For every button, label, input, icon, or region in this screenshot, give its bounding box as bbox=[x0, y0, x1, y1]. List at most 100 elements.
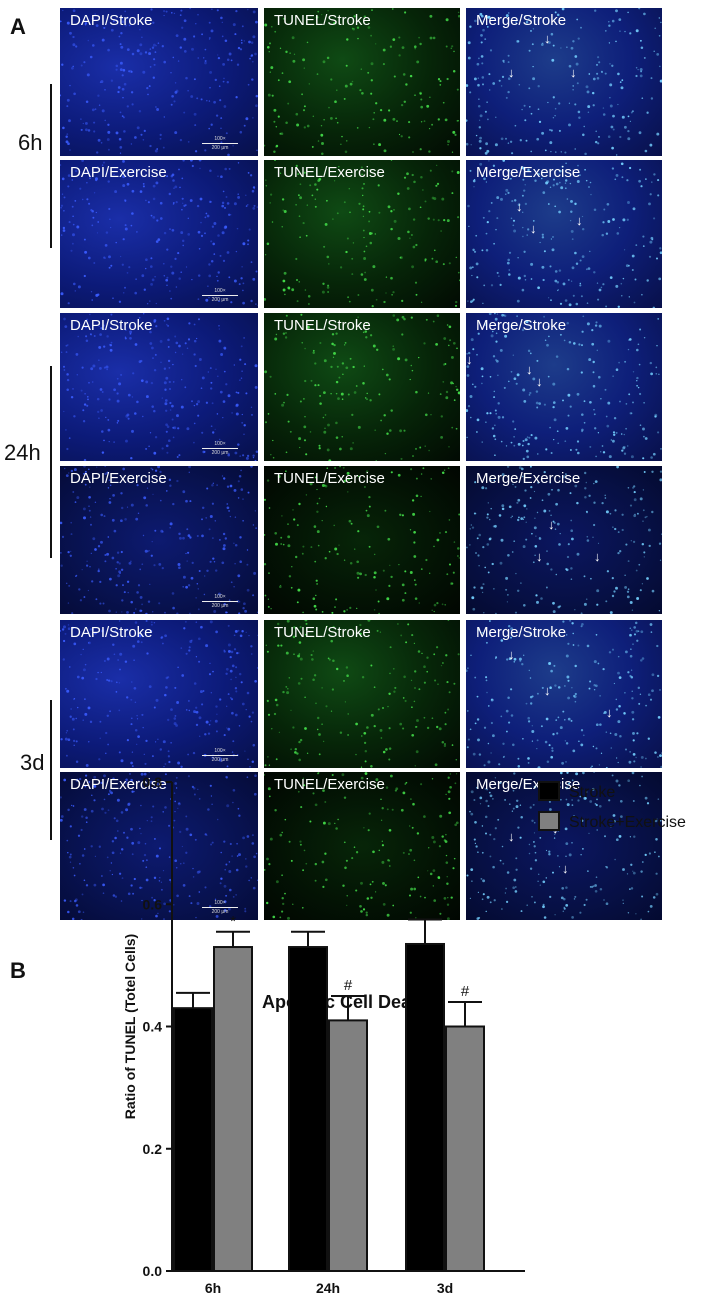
x-tick-label: 6h bbox=[205, 1280, 221, 1296]
scale-bar-line bbox=[202, 143, 238, 144]
legend-label: Stroke bbox=[569, 784, 615, 801]
scale-bar: 100× 200 μm bbox=[202, 136, 238, 151]
arrow-icon: ↓ bbox=[544, 31, 551, 46]
micrograph-merge: Merge/Stroke ↓ ↓ ↓ bbox=[466, 620, 662, 768]
timepoint-bracket bbox=[50, 700, 52, 840]
bar-stroke bbox=[173, 1007, 213, 1272]
micrograph-label: TUNEL/Exercise bbox=[274, 470, 385, 487]
y-axis-label: Ratio of TUNEL (Totel Cells) bbox=[122, 934, 138, 1119]
panel-a-letter: A bbox=[10, 14, 26, 39]
cell-dots bbox=[60, 466, 258, 614]
timepoint-bracket bbox=[50, 366, 52, 558]
y-tick-label: 0.8 bbox=[143, 774, 163, 790]
micrograph-label: DAPI/Stroke bbox=[70, 317, 153, 334]
scale-bar-line bbox=[202, 448, 238, 449]
micrograph-label: Merge/Exercise bbox=[476, 470, 581, 487]
arrow-icon: ↓ bbox=[544, 683, 551, 698]
scale-bar: 100× 200 μm bbox=[202, 900, 238, 915]
y-tick-label: 0.2 bbox=[143, 1141, 163, 1157]
x-tick-label: 3d bbox=[437, 1280, 453, 1296]
cell-dots bbox=[466, 466, 662, 614]
arrow-icon: ↓ bbox=[530, 221, 537, 236]
cell-dots bbox=[264, 8, 460, 155]
arrow-icon: ↓ bbox=[570, 65, 577, 80]
micrograph-merge: Merge/Stroke ↓ ↓ ↓ bbox=[466, 313, 662, 461]
arrow-icon: ↓ bbox=[516, 199, 523, 214]
arrow-icon: ↓ bbox=[466, 352, 473, 367]
cell-dots bbox=[60, 620, 258, 768]
micrograph-dapi: DAPI/Exercise 100× 200 μm bbox=[60, 466, 258, 614]
bar-stroke bbox=[288, 946, 328, 1272]
scale-bar: 100× 200 μm bbox=[202, 441, 238, 456]
scale-bar: 100× 200 μm bbox=[202, 288, 238, 303]
micrograph-label: DAPI/Exercise bbox=[70, 164, 167, 181]
bar-stroke-exercise bbox=[445, 1025, 485, 1272]
micrograph-label: TUNEL/Stroke bbox=[274, 317, 371, 334]
scale-bar-length: 200 μm bbox=[211, 297, 229, 303]
micrograph-tunel: TUNEL/Stroke bbox=[264, 620, 460, 768]
micrograph-merge: Merge/Exercise↓↓↓ bbox=[466, 772, 662, 920]
micrograph-dapi: DAPI/Exercise 100× 200 μm bbox=[60, 772, 258, 920]
micrograph-tunel: TUNEL/Stroke bbox=[264, 8, 460, 156]
cell-dots bbox=[264, 160, 460, 308]
arrow-icon: ↓ bbox=[536, 549, 543, 564]
scale-bar-line bbox=[202, 601, 238, 602]
scale-bar-length: 200 μm bbox=[211, 145, 229, 151]
cell-dots bbox=[60, 8, 258, 156]
bar-stroke bbox=[405, 942, 445, 1272]
scale-bar-line bbox=[202, 907, 238, 908]
timepoint-label: 24h bbox=[4, 440, 41, 465]
panel-b-letter: B bbox=[10, 958, 26, 983]
scale-bar-length: 200 μm bbox=[211, 450, 229, 456]
arrow-icon: ↓ bbox=[526, 362, 533, 377]
cell-dots bbox=[466, 772, 662, 920]
y-tick-label: 0.4 bbox=[143, 1019, 163, 1035]
micrograph-merge: Merge/Exercise ↓ ↓ ↓ bbox=[466, 160, 662, 308]
micrograph-dapi: DAPI/Exercise 100× 200 μm bbox=[60, 160, 258, 308]
micrograph-label: Merge/Exercise bbox=[476, 776, 581, 793]
scale-bar-length: 200 μm bbox=[211, 757, 229, 763]
scale-bar-mag: 100× bbox=[214, 136, 226, 142]
arrow-icon: ↓ bbox=[594, 549, 601, 564]
scale-bar-mag: 100× bbox=[214, 900, 226, 906]
micrograph-dapi: DAPI/Stroke 100× 200 μm bbox=[60, 620, 258, 768]
x-tick-label: 24h bbox=[316, 1280, 340, 1296]
scale-bar: 100× 200 μm bbox=[202, 594, 238, 609]
scale-bar-length: 200 μm bbox=[211, 603, 229, 609]
cell-dots bbox=[264, 772, 459, 920]
micrograph-tunel: TUNEL/Stroke bbox=[264, 313, 460, 461]
micrograph-tunel: TUNEL/Exercise bbox=[264, 772, 460, 920]
bar-stroke-exercise bbox=[328, 1019, 368, 1273]
micrograph-merge: Merge/Exercise ↓ ↓ ↓ bbox=[466, 466, 662, 614]
significance-marker: # bbox=[461, 983, 470, 1000]
cell-dots bbox=[61, 313, 258, 461]
micrograph-label: TUNEL/Stroke bbox=[274, 624, 371, 641]
micrograph-tunel: TUNEL/Exercise bbox=[264, 466, 460, 614]
micrograph-label: TUNEL/Stroke bbox=[274, 12, 371, 29]
arrow-icon: ↓ bbox=[536, 374, 543, 389]
scale-bar-length: 200 μm bbox=[211, 909, 229, 915]
micrograph-tunel: TUNEL/Exercise bbox=[264, 160, 460, 308]
significance-marker: * bbox=[230, 913, 236, 930]
micrograph-label: Merge/Exercise bbox=[476, 164, 581, 181]
arrow-icon: ↓ bbox=[508, 647, 515, 662]
scale-bar-mag: 100× bbox=[214, 441, 226, 447]
timepoint-label: 3d bbox=[20, 750, 45, 775]
arrow-icon: ↓ bbox=[548, 517, 555, 532]
micrograph-label: DAPI/Stroke bbox=[70, 12, 153, 29]
cell-dots bbox=[466, 8, 662, 156]
cell-dots bbox=[466, 313, 662, 461]
cell-dots bbox=[466, 620, 662, 768]
micrograph-label: DAPI/Exercise bbox=[70, 776, 167, 793]
arrow-icon: ↓ bbox=[508, 65, 515, 80]
scale-bar-mag: 100× bbox=[214, 748, 226, 754]
micrograph-dapi: DAPI/Stroke 100× 200 μm bbox=[60, 8, 258, 156]
micrograph-merge: Merge/Stroke ↓ ↓ ↓ bbox=[466, 8, 662, 156]
significance-marker: # bbox=[344, 977, 353, 994]
timepoint-bracket bbox=[50, 84, 52, 248]
micrograph-label: Merge/Stroke bbox=[476, 624, 567, 641]
timepoint-label: 6h bbox=[18, 130, 43, 155]
arrow-icon: ↓ bbox=[576, 213, 583, 228]
scale-bar-mag: 100× bbox=[214, 594, 226, 600]
